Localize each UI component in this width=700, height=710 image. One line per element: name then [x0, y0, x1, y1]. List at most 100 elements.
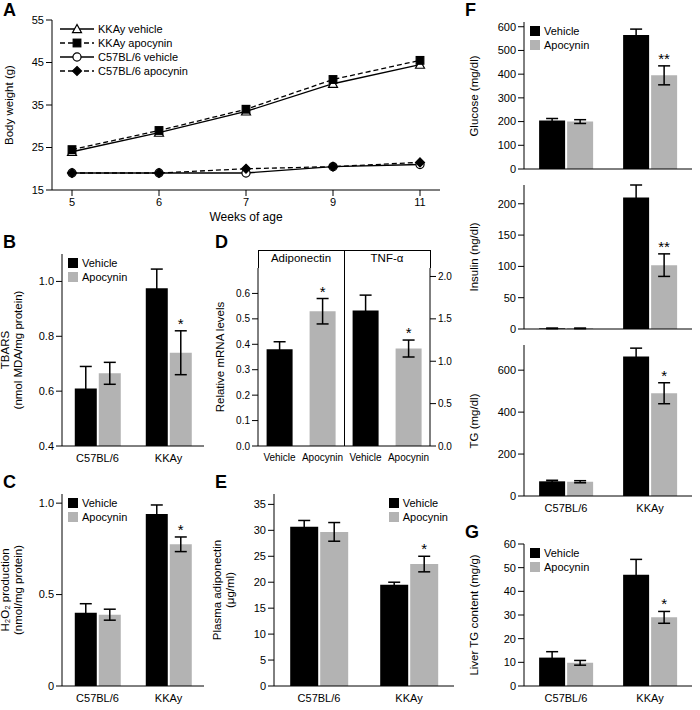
html-text:G: G	[465, 522, 479, 542]
svg-text:10: 10	[254, 628, 266, 640]
svg-text:45: 45	[32, 56, 44, 68]
svg-text:1.5: 1.5	[438, 313, 452, 324]
svg-text:400: 400	[498, 68, 516, 80]
svg-text:0.1: 0.1	[236, 415, 250, 426]
svg-text:0.5: 0.5	[236, 313, 250, 324]
svg-text:0: 0	[510, 163, 516, 175]
svg-text:1.0: 1.0	[438, 356, 452, 367]
svg-text:*: *	[406, 324, 412, 341]
svg-text:400: 400	[498, 406, 516, 418]
html-text:TG (mg/dl): TG (mg/dl)	[467, 393, 480, 448]
svg-text:C57BL/6: C57BL/6	[545, 502, 588, 514]
html-text:Body weight (g): Body weight (g)	[2, 65, 15, 145]
svg-text:600: 600	[498, 364, 516, 376]
svg-text:55: 55	[32, 14, 44, 26]
svg-text:KKAy: KKAy	[636, 502, 664, 514]
svg-text:KKAy: KKAy	[155, 692, 183, 704]
svg-text:0.2: 0.2	[236, 390, 250, 401]
svg-text:35: 35	[32, 99, 44, 111]
svg-text:200: 200	[498, 115, 516, 127]
svg-text:0.4: 0.4	[39, 440, 54, 452]
svg-text:**: **	[658, 238, 670, 255]
svg-text:100: 100	[498, 139, 516, 151]
svg-text:Vehicle: Vehicle	[263, 452, 296, 463]
svg-text:KKAy: KKAy	[155, 452, 183, 464]
svg-text:150: 150	[498, 229, 516, 241]
svg-text:9: 9	[330, 196, 336, 208]
svg-text:200: 200	[498, 198, 516, 210]
svg-text:500: 500	[498, 44, 516, 56]
svg-text:200: 200	[498, 448, 516, 460]
svg-text:50: 50	[504, 562, 516, 574]
svg-text:0.6: 0.6	[39, 385, 54, 397]
svg-text:0.8: 0.8	[39, 330, 54, 342]
svg-text:35: 35	[254, 498, 266, 510]
svg-text:30: 30	[504, 609, 516, 621]
html-text:KKAy apocynin: KKAy apocynin	[98, 37, 173, 49]
svg-text:C57BL/6: C57BL/6	[76, 692, 119, 704]
svg-text:600: 600	[498, 21, 516, 33]
svg-text:*: *	[178, 521, 184, 538]
svg-text:50: 50	[504, 292, 516, 304]
svg-text:KKAy: KKAy	[636, 692, 664, 704]
svg-text:0.3: 0.3	[236, 364, 250, 375]
svg-text:7: 7	[243, 196, 249, 208]
html-text:KKAy vehicle: KKAy vehicle	[98, 23, 163, 35]
svg-text:*: *	[661, 367, 667, 384]
svg-text:**: **	[658, 50, 670, 67]
svg-text:0.0: 0.0	[438, 441, 452, 452]
svg-text:Apocynin: Apocynin	[388, 452, 429, 463]
svg-text:100: 100	[498, 260, 516, 272]
svg-text:0.5: 0.5	[438, 398, 452, 409]
svg-text:15: 15	[254, 602, 266, 614]
svg-text:60: 60	[504, 538, 516, 550]
svg-text:5: 5	[260, 654, 266, 666]
svg-text:0.4: 0.4	[236, 339, 250, 350]
html-text:Insulin (ng/dl): Insulin (ng/dl)	[467, 222, 480, 292]
html-text:A: A	[3, 0, 16, 20]
svg-text:5: 5	[69, 196, 75, 208]
svg-text:*: *	[661, 595, 667, 612]
svg-text:*: *	[421, 540, 427, 557]
svg-text:0: 0	[48, 680, 54, 692]
svg-text:Apocynin: Apocynin	[302, 452, 343, 463]
svg-text:C57BL/6: C57BL/6	[76, 452, 119, 464]
html-text:D: D	[215, 232, 228, 252]
html-text:Plasma adiponectin (μg/ml): Plasma adiponectin (μg/ml)	[211, 539, 236, 641]
svg-text:0.6: 0.6	[236, 288, 250, 299]
svg-text:*: *	[178, 315, 184, 332]
svg-text:300: 300	[498, 92, 516, 104]
svg-text:0: 0	[260, 680, 266, 692]
svg-text:1.0: 1.0	[39, 275, 54, 287]
svg-text:C57BL/6: C57BL/6	[545, 692, 588, 704]
svg-text:20: 20	[504, 633, 516, 645]
svg-text:0: 0	[510, 490, 516, 502]
svg-text:Vehicle: Vehicle	[349, 452, 382, 463]
html-text:Relative mRNA levels: Relative mRNA levels	[213, 301, 226, 413]
svg-text:20: 20	[254, 576, 266, 588]
svg-text:30: 30	[254, 524, 266, 536]
html-text:B: B	[3, 232, 16, 252]
html-text:Glucose (mg/dl): Glucose (mg/dl)	[467, 54, 480, 137]
html-text:TBARS (nmol MDA/mg protein): TBARS (nmol MDA/mg protein)	[0, 290, 24, 410]
svg-text:KKAy: KKAy	[395, 692, 423, 704]
svg-text:0.0: 0.0	[236, 441, 250, 452]
svg-text:2.0: 2.0	[438, 271, 452, 282]
html-text:Weeks of age: Weeks of age	[209, 210, 283, 224]
html-text:H₂O₂ production (nmol/mg prote: H₂O₂ production (nmol/mg protein)	[0, 544, 24, 636]
svg-text:0: 0	[510, 680, 516, 692]
svg-text:25: 25	[254, 550, 266, 562]
svg-text:40: 40	[504, 585, 516, 597]
svg-text:1.0: 1.0	[39, 497, 54, 509]
svg-text:25: 25	[32, 141, 44, 153]
svg-text:0.5: 0.5	[39, 588, 54, 600]
svg-text:*: *	[320, 283, 326, 300]
svg-text:C57BL/6: C57BL/6	[298, 692, 341, 704]
svg-text:11: 11	[414, 196, 425, 208]
html-text:C: C	[3, 472, 16, 492]
html-text:Liver TG content (mg/g): Liver TG content (mg/g)	[467, 554, 480, 676]
svg-text:10: 10	[504, 656, 516, 668]
svg-text:6: 6	[156, 196, 162, 208]
svg-text:0: 0	[510, 323, 516, 335]
svg-text:15: 15	[32, 184, 44, 196]
